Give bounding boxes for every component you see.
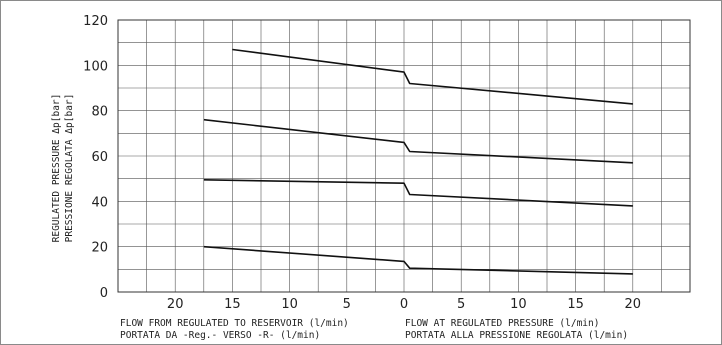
series-line-3: [203, 179, 633, 207]
series-line-1: [232, 48, 633, 105]
x-tick-label: 20: [167, 297, 184, 312]
x-tick-label: 5: [343, 297, 351, 312]
y-axis-label-en: REGULATED PRESSURE Δp[bar]: [51, 94, 62, 243]
x-tick-label: 0: [400, 297, 408, 312]
y-tick-label: 0: [100, 286, 108, 301]
x-axis-label-left-en: FLOW FROM REGULATED TO RESERVOIR (l/min): [120, 318, 349, 329]
grid: [117, 19, 691, 293]
x-tick-label: 10: [510, 297, 527, 312]
x-tick-label: 15: [224, 297, 241, 312]
y-tick-label: 120: [83, 14, 108, 29]
x-axis-label-left-it: PORTATA DA -Reg.- VERSO -R- (l/min): [120, 330, 320, 341]
y-tick-label: 40: [91, 195, 108, 210]
labels: REGULATED PRESSURE Δp[bar] PRESSIONE REG…: [51, 14, 641, 341]
y-tick-label: 100: [83, 59, 108, 74]
x-tick-label: 5: [457, 297, 465, 312]
x-axis-label-right-it: PORTATA ALLA PRESSIONE REGOLATA (l/min): [405, 330, 628, 341]
series-line-2: [203, 118, 633, 164]
y-axis-label-it: PRESSIONE REGOLATA Δp[bar]: [64, 94, 75, 243]
plot-border: [117, 19, 691, 293]
y-tick-label: 80: [91, 105, 108, 120]
series-lines: [203, 48, 633, 275]
x-axis-label-right-en: FLOW AT REGULATED PRESSURE (l/min): [405, 318, 599, 329]
x-tick-label: 15: [567, 297, 584, 312]
x-tick-label: 20: [625, 297, 642, 312]
y-tick-label: 60: [91, 150, 108, 165]
axes: [117, 19, 691, 293]
y-tick-label: 20: [91, 241, 108, 256]
x-tick-label: 10: [281, 297, 298, 312]
series-line-4: [203, 245, 633, 275]
